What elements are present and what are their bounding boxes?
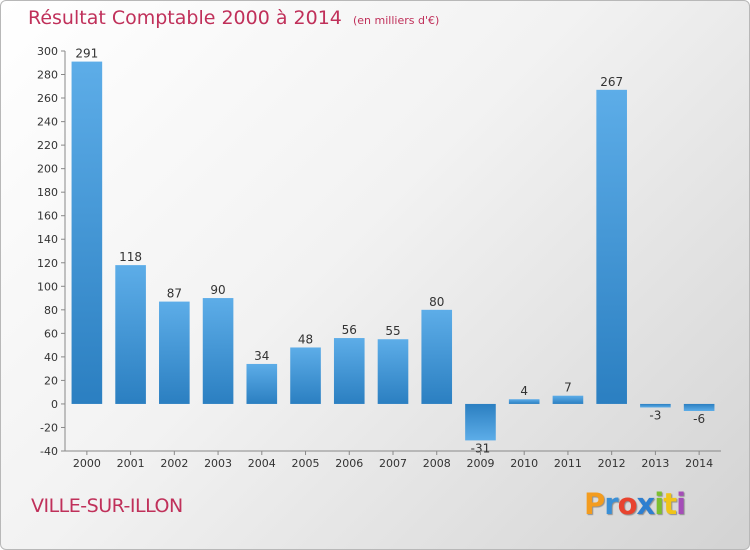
x-tick-label-2001: 2001 bbox=[117, 457, 145, 470]
data-label-2005: 48 bbox=[298, 332, 313, 346]
x-tick-label-2000: 2000 bbox=[73, 457, 101, 470]
x-tick-label-2007: 2007 bbox=[379, 457, 407, 470]
x-tick-label-2010: 2010 bbox=[510, 457, 538, 470]
data-label-2006: 56 bbox=[342, 323, 357, 337]
bar-2003 bbox=[202, 298, 234, 404]
logo-letter: i bbox=[676, 487, 686, 521]
bar-2010 bbox=[508, 399, 540, 404]
y-tick-label: 140 bbox=[37, 233, 58, 246]
y-tick-label: 20 bbox=[44, 374, 58, 387]
y-tick-label: 60 bbox=[44, 327, 58, 340]
y-tick-label: 160 bbox=[37, 210, 58, 223]
bar-2014 bbox=[683, 403, 715, 411]
x-tick-label-2014: 2014 bbox=[685, 457, 713, 470]
x-tick-label-2013: 2013 bbox=[641, 457, 669, 470]
data-label-2011: 7 bbox=[564, 381, 572, 395]
data-label-2001: 118 bbox=[119, 250, 142, 264]
x-tick-label-2005: 2005 bbox=[292, 457, 320, 470]
y-tick-label: 40 bbox=[44, 351, 58, 364]
y-tick-label: 300 bbox=[37, 45, 58, 58]
y-tick-label: 280 bbox=[37, 69, 58, 82]
data-label-2014: -6 bbox=[693, 412, 705, 426]
logo-letter: r bbox=[604, 487, 618, 521]
proxiti-logo: Proxiti bbox=[584, 487, 686, 521]
bar-2001 bbox=[115, 265, 146, 404]
x-tick-label-2006: 2006 bbox=[335, 457, 363, 470]
data-label-2003: 90 bbox=[210, 283, 225, 297]
logo-letter: i bbox=[654, 487, 664, 521]
x-tick-label-2012: 2012 bbox=[598, 457, 626, 470]
data-label-2010: 4 bbox=[520, 384, 528, 398]
bar-2011 bbox=[552, 395, 584, 404]
x-tick-label-2008: 2008 bbox=[423, 457, 451, 470]
data-label-2007: 55 bbox=[385, 324, 400, 338]
logo-letter: x bbox=[636, 487, 656, 521]
y-tick-label: 260 bbox=[37, 92, 58, 105]
x-tick-label-2011: 2011 bbox=[554, 457, 582, 470]
x-tick-label-2003: 2003 bbox=[204, 457, 232, 470]
y-tick-label: -20 bbox=[40, 421, 58, 434]
logo-letter: o bbox=[617, 487, 638, 521]
data-label-2012: 267 bbox=[600, 75, 623, 89]
data-label-2004: 34 bbox=[254, 349, 269, 363]
data-label-2013: -3 bbox=[649, 408, 661, 422]
data-label-2002: 87 bbox=[167, 287, 182, 301]
logo-letter: t bbox=[663, 487, 677, 521]
bar-2009 bbox=[465, 403, 496, 441]
y-tick-label: -40 bbox=[40, 445, 58, 458]
y-tick-label: 240 bbox=[37, 116, 58, 129]
data-label-2008: 80 bbox=[429, 295, 444, 309]
y-tick-label: 0 bbox=[51, 398, 58, 411]
title-block: Résultat Comptable 2000 à 2014 (en milli… bbox=[28, 7, 439, 29]
x-tick-label-2002: 2002 bbox=[160, 457, 188, 470]
bar-2012 bbox=[596, 89, 627, 404]
y-tick-label: 220 bbox=[37, 139, 58, 152]
y-tick-label: 120 bbox=[37, 257, 58, 270]
chart-title: Résultat Comptable 2000 à 2014 bbox=[28, 7, 342, 29]
data-label-2009: -31 bbox=[471, 441, 491, 455]
x-tick-label-2004: 2004 bbox=[248, 457, 276, 470]
logo-letter: P bbox=[584, 487, 605, 521]
bar-2002 bbox=[159, 301, 190, 404]
x-tick-label-2009: 2009 bbox=[466, 457, 494, 470]
y-tick-label: 80 bbox=[44, 304, 58, 317]
bar-2004 bbox=[246, 363, 278, 404]
bar-2008 bbox=[421, 309, 453, 404]
bar-2007 bbox=[377, 339, 409, 404]
bar-2005 bbox=[290, 347, 321, 404]
y-tick-label: 180 bbox=[37, 186, 58, 199]
bar-2013 bbox=[640, 403, 671, 408]
bar-2000 bbox=[71, 61, 103, 404]
place-name: VILLE-SUR-ILLON bbox=[31, 495, 183, 517]
y-tick-label: 200 bbox=[37, 163, 58, 176]
bar-2006 bbox=[333, 338, 365, 404]
data-label-2000: 291 bbox=[75, 47, 98, 61]
y-tick-label: 100 bbox=[37, 280, 58, 293]
chart-subtitle: (en milliers d'€) bbox=[352, 14, 440, 27]
